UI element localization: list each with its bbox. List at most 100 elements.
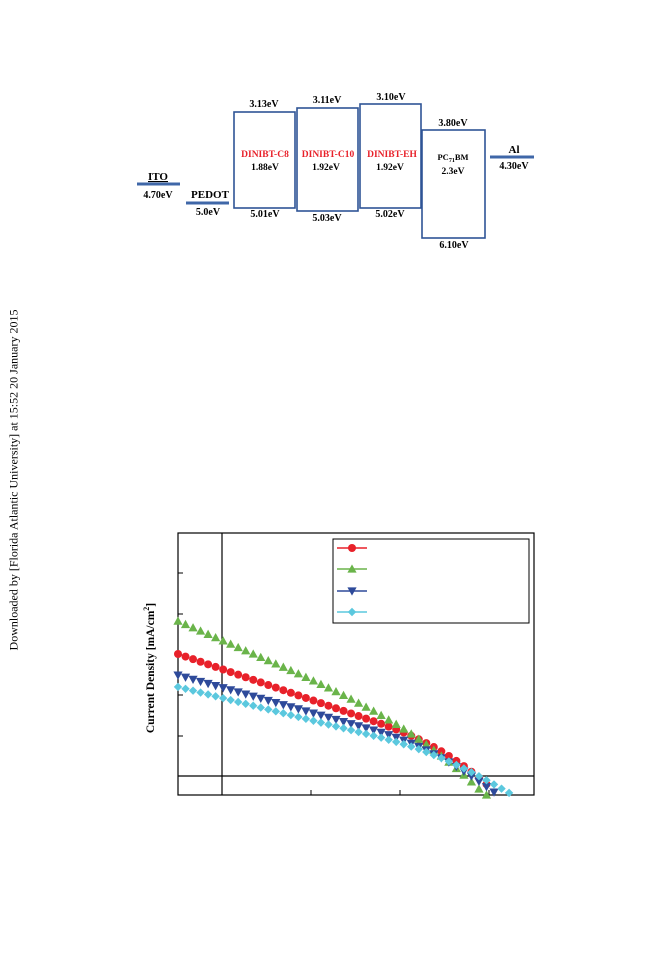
data-point [301,693,310,702]
data-point [241,690,251,699]
data-point [347,564,357,573]
data-point [279,709,288,718]
data-point [361,702,371,711]
pcbm-box [421,129,486,239]
data-point [354,727,363,737]
data-point [173,671,183,680]
data-point [256,678,265,687]
data-point [278,662,288,671]
data-point [226,668,235,677]
data-point [218,636,228,645]
data-point [332,704,341,713]
data-point [188,675,198,684]
dinibt-c10-homo: 5.03eV [312,213,342,224]
data-point [369,726,379,735]
data-point [195,677,206,687]
data-point [181,652,190,661]
data-point [293,705,303,714]
al-label: Al [509,144,520,156]
data-point [301,707,311,716]
data-point [391,737,401,747]
data-point [346,720,356,729]
data-point [316,711,326,720]
data-point [256,703,265,712]
dinibt-c8-lumo: 3.13eV [249,99,279,110]
data-point [406,729,416,738]
data-point [264,681,273,690]
ito-label: ITO [148,171,168,183]
pcbm-gap: 2.3eV [442,167,465,177]
data-point [316,718,326,727]
data-point [361,729,371,739]
data-point [421,739,431,749]
data-point [174,650,182,658]
data-point [354,712,363,721]
legend [337,544,367,617]
data-point [188,686,198,695]
data-point [346,694,356,703]
data-point [203,629,213,638]
data-point [218,693,228,703]
data-point [196,688,205,697]
data-point [294,691,303,700]
data-point [203,679,213,689]
data-point [241,673,250,682]
data-point [399,740,408,749]
legend-entry-3 [337,587,367,596]
dinibt-eh-homo: 5.02eV [375,209,405,220]
data-point [452,760,461,770]
data-point [219,665,228,674]
data-point [353,722,364,731]
data-point [466,772,477,781]
data-point [241,646,251,655]
dinibt-c10-lumo: 3.11eV [313,95,342,106]
dinibt-c8-gap: 1.88eV [251,163,279,173]
data-point [376,710,386,720]
dinibt-eh-lumo: 3.10eV [376,92,406,103]
data-point [226,695,235,705]
dinibt-eh-box [359,103,422,209]
pcbm-name: PC71BM [437,152,468,164]
data-point [309,696,318,705]
data-point [286,688,295,697]
data-point [346,725,356,735]
pedot-label: PEDOT [191,189,230,201]
data-point [279,686,288,695]
data-point [256,694,266,704]
data-point [211,682,221,691]
x-axis-ticks [221,790,490,795]
dinibt-c10-box [296,107,359,212]
dinibt-c10-gap: 1.92eV [312,163,340,173]
data-point [218,684,228,693]
data-point [459,764,469,773]
data-point [474,777,484,786]
data-point [377,719,386,728]
data-point [204,660,213,669]
data-point [489,788,499,797]
data-point [369,731,378,740]
data-point [348,544,356,552]
data-point [362,714,371,723]
data-point [226,686,236,695]
data-point [331,687,341,696]
data-point [324,720,333,729]
data-point [331,722,341,731]
data-point [347,587,357,596]
data-point [211,692,220,701]
data-point [339,724,348,733]
data-point [233,688,243,697]
data-point [309,716,318,725]
data-point [384,722,393,731]
data-point [180,619,191,629]
data-point [331,715,341,725]
series-layer [173,616,514,799]
data-point [429,750,439,760]
data-point [353,698,364,707]
al-value: 4.30eV [499,161,529,172]
data-point [474,772,484,781]
data-point [339,706,348,715]
data-point [391,719,401,728]
data-point [188,623,198,632]
data-point [308,709,319,718]
